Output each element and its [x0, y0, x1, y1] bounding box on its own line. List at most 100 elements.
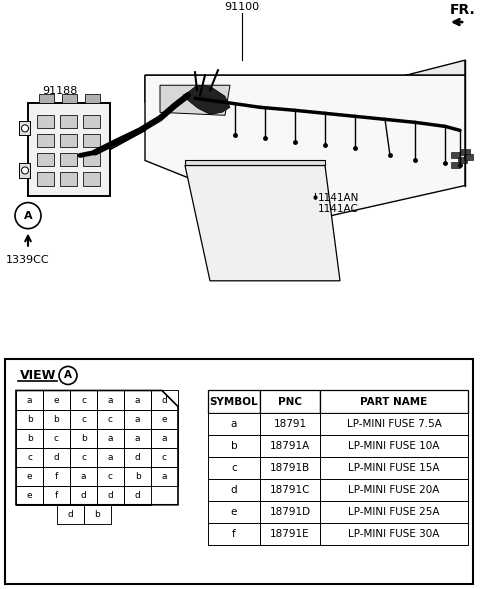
Text: 1141AC: 1141AC [318, 204, 359, 214]
Text: f: f [55, 491, 58, 499]
Text: b: b [231, 441, 237, 451]
Text: e: e [231, 507, 237, 517]
Text: PNC: PNC [278, 396, 302, 406]
Bar [60, 115, 77, 128]
Text: d: d [231, 485, 237, 495]
Text: a: a [135, 434, 140, 442]
Bar [83, 115, 100, 128]
Text: d: d [67, 510, 73, 519]
Bar [97, 448, 124, 466]
Bar [320, 456, 468, 479]
Bar [451, 153, 460, 158]
Bar [43, 486, 70, 505]
Bar [60, 173, 77, 186]
Bar [320, 435, 468, 456]
Bar [451, 163, 460, 168]
Text: PART NAME: PART NAME [360, 396, 428, 406]
Bar [70, 409, 97, 429]
Bar [260, 456, 320, 479]
Bar [124, 448, 151, 466]
Text: c: c [54, 434, 59, 442]
Text: 18791D: 18791D [269, 507, 311, 517]
Bar [208, 435, 260, 456]
Bar [208, 456, 260, 479]
Bar [60, 154, 77, 167]
Text: c: c [81, 396, 86, 405]
Text: e: e [27, 491, 32, 499]
Bar [43, 466, 70, 486]
Bar [461, 150, 470, 155]
Bar [43, 391, 70, 409]
Text: a: a [162, 434, 167, 442]
Text: A: A [64, 370, 72, 380]
Bar [151, 429, 178, 448]
Bar [320, 391, 468, 412]
Bar [83, 134, 100, 147]
Bar [70, 391, 97, 409]
Bar [70, 466, 97, 486]
Bar [151, 409, 178, 429]
Bar [60, 134, 77, 147]
Bar [124, 391, 151, 409]
Text: 91188: 91188 [42, 86, 77, 96]
Text: a: a [135, 415, 140, 423]
Text: 18791B: 18791B [270, 463, 310, 473]
Bar [151, 448, 178, 466]
FancyBboxPatch shape [28, 103, 110, 196]
Bar [260, 391, 320, 412]
Bar [16, 448, 43, 466]
Text: e: e [54, 396, 60, 405]
Bar [97, 391, 124, 409]
Bar [16, 486, 43, 505]
Circle shape [22, 167, 28, 174]
Text: A: A [24, 211, 32, 221]
Text: d: d [134, 453, 140, 462]
Text: c: c [108, 415, 113, 423]
Text: c: c [81, 415, 86, 423]
Text: d: d [54, 453, 60, 462]
Bar [19, 121, 30, 135]
Text: b: b [26, 434, 32, 442]
Bar [320, 479, 468, 501]
Polygon shape [185, 166, 340, 281]
Text: LP-MINI FUSE 25A: LP-MINI FUSE 25A [348, 507, 440, 517]
Text: a: a [27, 396, 32, 405]
Text: 18791E: 18791E [270, 529, 310, 539]
Bar [320, 501, 468, 523]
Bar [260, 412, 320, 435]
Bar [320, 523, 468, 545]
Bar [97, 486, 124, 505]
Text: 18791: 18791 [274, 419, 307, 429]
Text: b: b [81, 434, 86, 442]
Text: a: a [108, 396, 113, 405]
Bar [16, 429, 43, 448]
Bar [43, 409, 70, 429]
Text: f: f [55, 472, 58, 481]
Bar [208, 523, 260, 545]
Bar [464, 154, 473, 160]
Text: 91100: 91100 [225, 2, 260, 12]
Text: 1339CC: 1339CC [6, 254, 50, 264]
Bar [37, 115, 54, 128]
Bar [16, 409, 43, 429]
Bar [320, 412, 468, 435]
Text: b: b [94, 510, 100, 519]
Text: a: a [231, 419, 237, 429]
Text: c: c [27, 453, 32, 462]
Text: 18791C: 18791C [270, 485, 310, 495]
Text: a: a [135, 396, 140, 405]
Bar [458, 157, 467, 164]
Text: 1141AN: 1141AN [318, 193, 360, 203]
Text: FR.: FR. [450, 3, 476, 17]
Text: c: c [231, 463, 237, 473]
Text: LP-MINI FUSE 7.5A: LP-MINI FUSE 7.5A [347, 419, 442, 429]
Text: LP-MINI FUSE 15A: LP-MINI FUSE 15A [348, 463, 440, 473]
Text: d: d [134, 491, 140, 499]
Bar [19, 164, 30, 177]
Bar [260, 435, 320, 456]
Bar [43, 448, 70, 466]
Bar [97, 466, 124, 486]
Bar [70, 486, 97, 505]
Text: c: c [162, 453, 167, 462]
Bar [208, 391, 260, 412]
